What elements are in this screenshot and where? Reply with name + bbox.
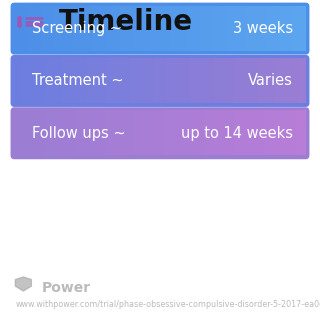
Text: Follow ups ~: Follow ups ~ xyxy=(32,126,126,141)
FancyBboxPatch shape xyxy=(11,107,309,159)
Text: Screening ~: Screening ~ xyxy=(32,21,122,36)
Text: Treatment ~: Treatment ~ xyxy=(32,74,124,88)
Text: Power: Power xyxy=(42,282,91,295)
Text: Varies: Varies xyxy=(248,74,293,88)
Text: up to 14 weeks: up to 14 weeks xyxy=(181,126,293,141)
Text: Timeline: Timeline xyxy=(59,8,193,36)
Text: 3 weeks: 3 weeks xyxy=(233,21,293,36)
FancyBboxPatch shape xyxy=(11,3,309,55)
Polygon shape xyxy=(15,277,31,291)
Text: www.withpower.com/trial/phase-obsessive-compulsive-disorder-5-2017-ea0cc: www.withpower.com/trial/phase-obsessive-… xyxy=(15,300,320,309)
FancyBboxPatch shape xyxy=(11,55,309,107)
